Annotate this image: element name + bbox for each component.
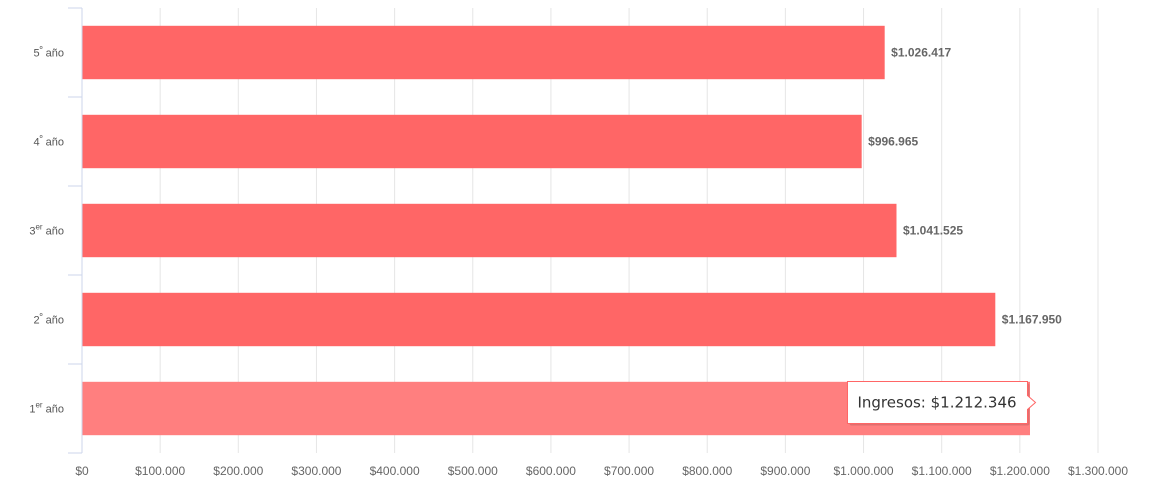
x-tick-label: $500.000: [448, 464, 498, 478]
x-tick-label: $600.000: [526, 464, 576, 478]
bars: [82, 25, 1030, 436]
bar[interactable]: [82, 203, 897, 258]
x-tick-label: $800.000: [682, 464, 732, 478]
x-tick-label: $900.000: [760, 464, 810, 478]
data-label: $1.167.950: [1002, 313, 1062, 327]
tooltip-box: [846, 381, 1037, 424]
x-tick-label: $1.200.000: [990, 464, 1050, 478]
x-tick-label: $100.000: [135, 464, 185, 478]
axes: [68, 7, 83, 454]
x-tick-label: $1.000.000: [834, 464, 894, 478]
data-label: $1.041.525: [903, 224, 963, 238]
category-label: 2º año: [34, 312, 64, 327]
category-label: 4º año: [34, 134, 64, 149]
x-tick-label: $0: [75, 464, 89, 478]
bar[interactable]: [82, 25, 885, 80]
tooltip: Ingresos: $1.212.346: [846, 381, 1037, 426]
category-label: 1er año: [29, 401, 64, 416]
x-tick-label: $1.300.000: [1068, 464, 1128, 478]
x-tick-label: $200.000: [213, 464, 263, 478]
category-label: 3er año: [29, 223, 64, 238]
category-label: 5º año: [34, 45, 64, 60]
tooltip-text: Ingresos: $1.212.346: [857, 394, 1016, 412]
x-tick-label: $700.000: [604, 464, 654, 478]
x-tick-label: $300.000: [291, 464, 341, 478]
bar[interactable]: [82, 292, 996, 347]
x-tick-label: $1.100.000: [912, 464, 972, 478]
data-label: $996.965: [868, 135, 918, 149]
x-tick-label: $400.000: [370, 464, 420, 478]
bar[interactable]: [82, 114, 862, 169]
data-label: $1.026.417: [891, 46, 951, 60]
labels: $0 $100.000 $200.000 $300.000 $400.000 $500.0…: [29, 45, 1128, 479]
